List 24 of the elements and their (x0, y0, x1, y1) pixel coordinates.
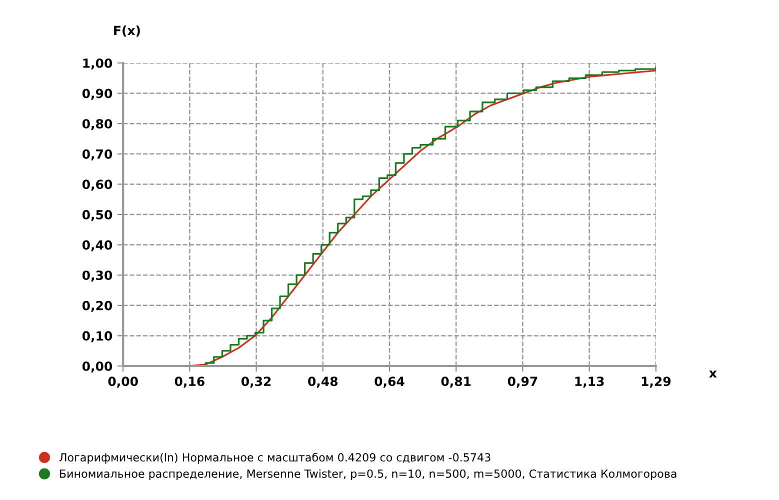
x-tick-label: 0,16 (174, 376, 204, 388)
y-tick-label: 1,00 (83, 58, 112, 70)
y-tick-label: 0,40 (82, 240, 112, 252)
y-tick-label: 0,80 (82, 119, 112, 130)
x-axis-title: x (709, 370, 717, 378)
x-tick-label: 1,13 (575, 376, 604, 388)
y-tick-label: 0,50 (82, 210, 112, 222)
y-axis-title: F(x) (114, 26, 140, 37)
y-tick-label: 0,30 (82, 270, 112, 282)
x-tick-label: 0,00 (108, 376, 138, 388)
x-tick-label: 1,29 (642, 376, 671, 388)
y-tick-label: 0,10 (82, 331, 112, 342)
y-tick-label: 0,90 (82, 88, 112, 100)
y-tick-label: 0,60 (82, 180, 112, 191)
x-tick-label: 0,64 (374, 376, 404, 388)
x-tick-label: 0,48 (308, 376, 338, 388)
y-tick-label: 0,20 (82, 300, 112, 312)
x-tick-label: 0,81 (441, 376, 471, 388)
x-tick-label: 0,32 (241, 376, 271, 388)
y-tick-label: 0,70 (82, 149, 112, 160)
y-tick-label: 0,00 (82, 361, 112, 373)
legend-label: Логарифмически(ln) Нормальное с масштабом 0.4209 со сдвигом -0.5743 (59, 452, 490, 464)
x-tick-label: 0,97 (508, 376, 538, 388)
legend-label: Биномиальное распределение, Mersenne Twister, p=0.5, n=10, n=500, m=5000, Статистика Колмогорова (60, 469, 676, 480)
